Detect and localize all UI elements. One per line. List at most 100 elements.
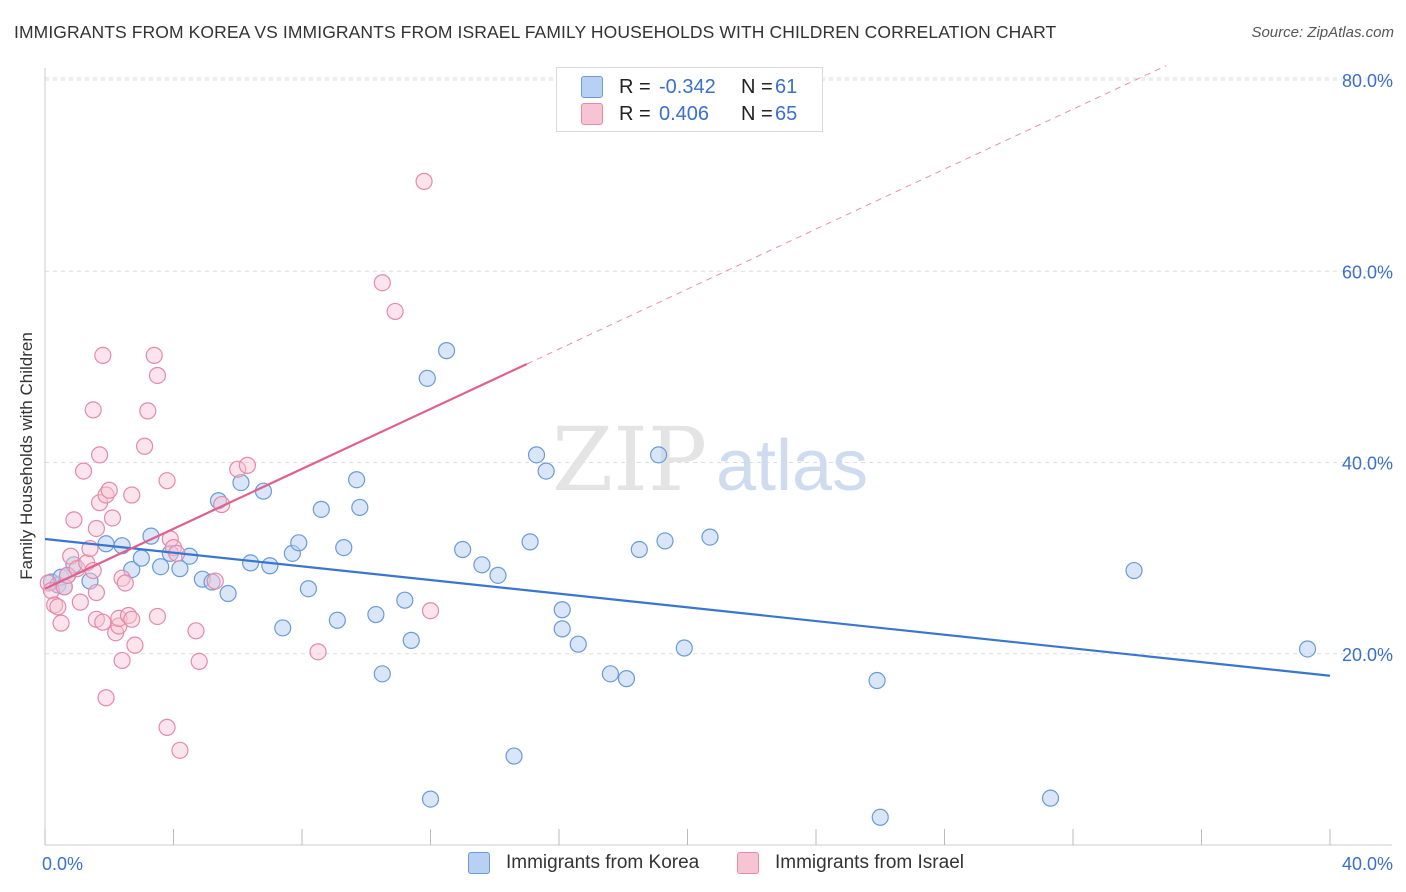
korea-point [335, 539, 353, 557]
israel-point [415, 172, 433, 190]
korea-point [152, 558, 170, 576]
korea-point [569, 635, 587, 653]
korea-point [1125, 561, 1143, 580]
israel-r-label: R = [619, 102, 651, 125]
watermark-atlas: atlas [716, 426, 868, 506]
x-tick-label: 40.0% [1342, 854, 1393, 874]
israel-r-value: 0.406 [659, 102, 710, 125]
israel-trend-extension [526, 65, 1167, 365]
israel-point [139, 402, 157, 420]
korea-point [261, 557, 279, 575]
korea-point [437, 342, 456, 360]
israel-point [145, 346, 163, 364]
israel-point [148, 366, 167, 385]
israel-point [94, 613, 112, 631]
israel-point [49, 598, 67, 616]
legend-row-korea: R = -0.342 N = 61 [581, 75, 797, 99]
legend-item-korea: Immigrants from Korea [468, 852, 699, 874]
korea-point [97, 535, 115, 553]
israel-point [84, 561, 102, 580]
legend-item-israel: Immigrants from Israel [737, 852, 964, 874]
korea-trend-line [44, 537, 1331, 677]
israel-point [65, 511, 83, 529]
israel-point [190, 652, 208, 671]
source-credit: Source: ZipAtlas.com [1251, 24, 1394, 41]
watermark: ZIP atlas [552, 408, 868, 511]
israel-point [135, 437, 154, 455]
chart-title: IMMIGRANTS FROM KOREA VS IMMIGRANTS FROM… [14, 22, 1057, 42]
israel-point [238, 456, 256, 474]
x-tick-label: 0.0% [42, 854, 83, 874]
korea-point [454, 540, 472, 559]
korea-point [1041, 789, 1060, 807]
israel-point [229, 460, 247, 478]
israel-point [373, 274, 391, 292]
korea-point [473, 556, 491, 574]
korea-point [254, 482, 273, 500]
korea-point [274, 619, 292, 637]
korea-point [418, 369, 436, 387]
watermark-zip: ZIP [552, 408, 707, 511]
korea-point [1298, 640, 1317, 658]
israel-point [309, 643, 327, 661]
series-legend: Immigrants from Korea Immigrants from Is… [0, 852, 1406, 878]
korea-point [489, 566, 507, 584]
korea-point [351, 498, 369, 517]
korea-point [871, 808, 889, 826]
korea-point [601, 665, 620, 683]
israel-point [87, 519, 106, 538]
korea-n-value: 61 [775, 75, 798, 98]
israel-point [97, 689, 115, 707]
korea-point [656, 532, 674, 550]
israel-point [386, 302, 404, 321]
korea-point [649, 446, 668, 464]
korea-point [868, 671, 886, 690]
israel-point [87, 583, 106, 602]
korea-point [232, 473, 250, 492]
korea-point [630, 540, 648, 559]
korea-point [299, 580, 318, 598]
trend-lines [44, 65, 1331, 677]
korea-point [701, 528, 719, 546]
korea-point [521, 533, 539, 551]
israel-point [71, 593, 89, 611]
israel-n-label: N = [741, 102, 773, 125]
korea-points [42, 342, 1317, 826]
axes [44, 68, 1392, 846]
y-tick-label: 80.0% [1342, 71, 1393, 91]
korea-point [132, 549, 150, 567]
israel-point [187, 622, 205, 640]
israel-point [100, 481, 118, 499]
israel-point [158, 472, 176, 490]
legend-israel-label: Immigrants from Israel [775, 852, 964, 873]
israel-trend-line [44, 363, 528, 590]
korea-point [328, 611, 346, 629]
israel-point [126, 636, 144, 654]
israel-point [113, 569, 131, 587]
israel-point [74, 462, 93, 480]
korea-n-label: N = [741, 75, 773, 98]
korea-point [421, 790, 440, 808]
y-axis-label: Family Households with Children [17, 332, 36, 580]
korea-point [553, 601, 571, 619]
y-tick-label: 60.0% [1342, 262, 1393, 282]
korea-point [537, 462, 555, 480]
israel-point [421, 602, 440, 620]
korea-point [553, 620, 571, 638]
israel-point [110, 609, 128, 627]
korea-point [675, 639, 693, 657]
israel-point [206, 572, 224, 590]
tick-labels: 20.0% 40.0% 60.0% 80.0% 0.0% 40.0% [42, 71, 1393, 874]
korea-point [527, 446, 546, 464]
israel-point [84, 401, 102, 419]
korea-point [348, 471, 366, 489]
legend-row-israel: R = 0.406 N = 65 [581, 102, 797, 126]
legend-israel-swatch [737, 852, 759, 874]
israel-point [123, 610, 141, 628]
korea-point [312, 500, 330, 518]
korea-point [242, 554, 260, 572]
korea-r-label: R = [619, 75, 651, 98]
korea-swatch [581, 76, 603, 98]
israel-point [94, 346, 112, 364]
